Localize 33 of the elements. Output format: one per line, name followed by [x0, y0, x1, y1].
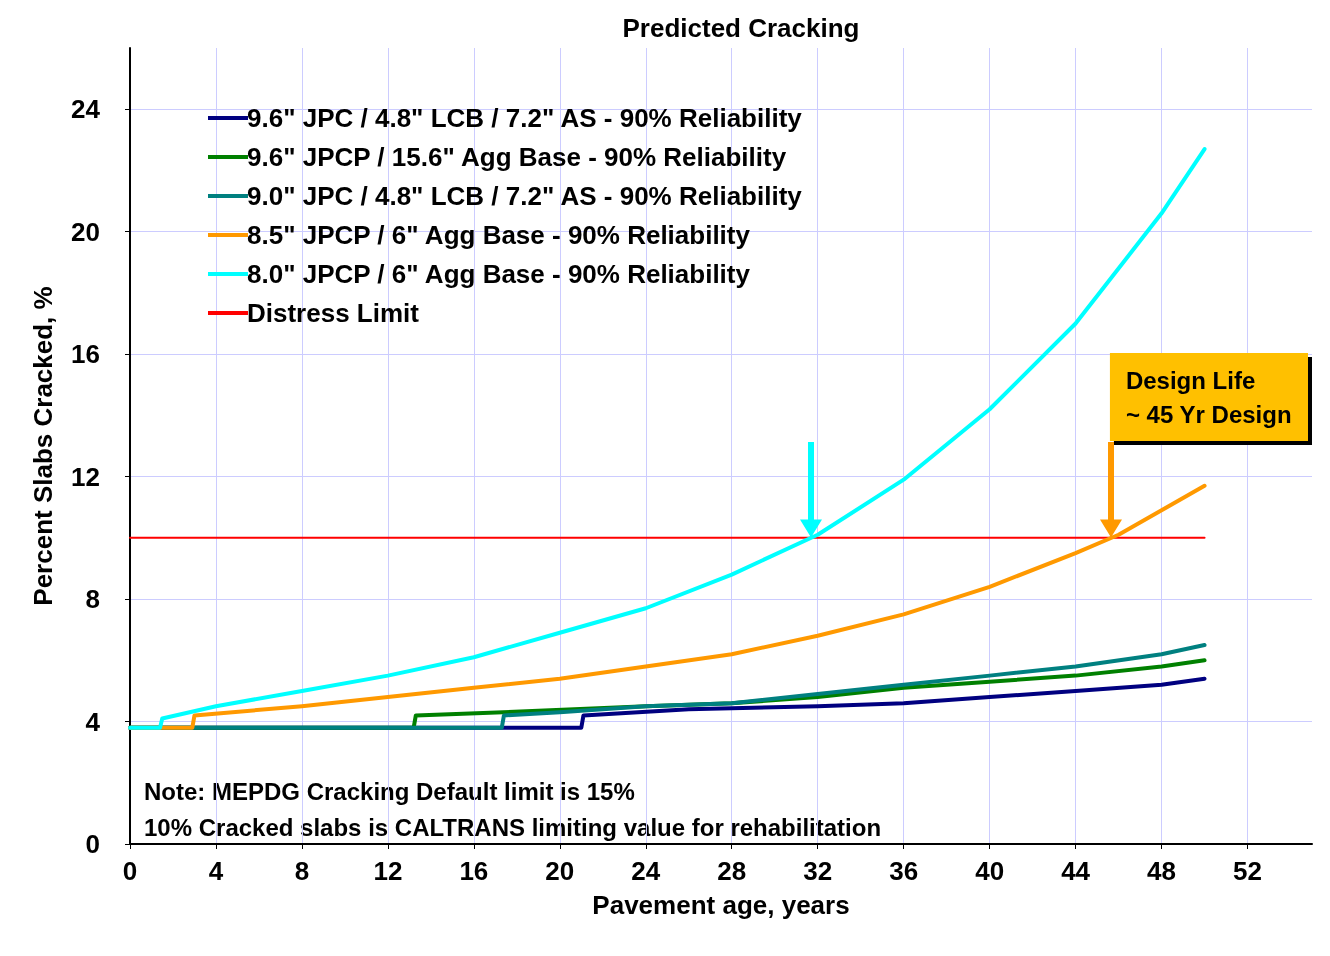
y-tick-label: 24 — [71, 94, 101, 125]
y-tick-label: 0 — [85, 829, 100, 859]
annotation: Note: MEPDG Cracking Default limit is 15% 10% Cracked slabs is CALTRANS limiting value for rehabilitation — [144, 777, 882, 841]
y-tick-label: 12 — [71, 461, 100, 492]
legend-label: 9.6" JPC / 4.8" LCB / 7.2" AS - 90% Reliability — [247, 103, 803, 133]
annotation: Design Life ~ 45 Yr Design — [1125, 366, 1292, 428]
legend-label: 9.6" JPCP / 15.6" Agg Base - 90% Reliability — [247, 142, 787, 172]
y-tick-label: 16 — [71, 339, 100, 370]
chart-title: Predicted Cracking — [622, 13, 860, 43]
x-tick-label: 28 — [717, 856, 747, 886]
x-tick-label: 4 — [208, 856, 224, 886]
legend-label: Distress Limit — [247, 298, 420, 328]
x-tick-label: 24 — [631, 856, 661, 886]
x-tick-label: 36 — [889, 856, 919, 886]
legend-label: 8.5" JPCP / 6" Agg Base - 90% Reliability — [247, 220, 751, 250]
x-axis-title: Pavement age, years — [592, 890, 850, 920]
x-tick-label: 40 — [975, 856, 1005, 886]
y-tick-label: 4 — [85, 706, 101, 737]
y-tick-label: 20 — [71, 216, 100, 247]
x-tick-label: 48 — [1147, 856, 1177, 886]
x-tick-label: 12 — [373, 856, 403, 886]
x-tick-label: 44 — [1061, 856, 1091, 886]
x-tick-label: 32 — [803, 856, 833, 886]
x-tick-label: 52 — [1233, 856, 1262, 886]
x-tick-label: 20 — [545, 856, 575, 886]
x-tick-label: 0 — [122, 856, 138, 886]
y-axis-title: Percent Slabs Cracked, % — [28, 286, 58, 606]
line-series — [128, 147, 1207, 730]
legend-label: 9.0" JPC / 4.8" LCB / 7.2" AS - 90% Reliability — [247, 181, 803, 211]
y-tick-label: 8 — [85, 584, 100, 615]
legend-label: 8.0" JPCP / 6" Agg Base - 90% Reliability — [247, 259, 751, 289]
x-tick-label: 8 — [294, 856, 310, 886]
x-tick-label: 16 — [459, 856, 489, 886]
